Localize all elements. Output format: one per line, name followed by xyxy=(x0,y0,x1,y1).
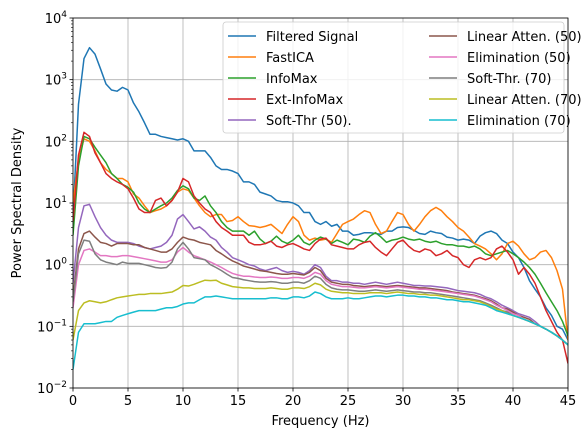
y-tick-exponent: 1 xyxy=(61,195,67,205)
y-tick-base: 10 xyxy=(45,74,62,89)
y-tick-base: 10 xyxy=(45,135,62,150)
legend-label: Elimination (70) xyxy=(467,114,571,129)
series-line-0 xyxy=(73,46,568,341)
y-tick-label: 103 xyxy=(45,72,67,89)
x-axis-ticks: 0 5 10 15 20 25 30 35 40 45 xyxy=(69,388,576,409)
y-tick-label: 101 xyxy=(45,195,67,212)
legend-label: Soft-Thr (50). xyxy=(266,114,352,129)
y-tick-label: 10−2 xyxy=(37,380,67,397)
x-tick-label: 45 xyxy=(560,394,577,409)
series-line-5 xyxy=(73,230,568,346)
y-tick-exponent: −1 xyxy=(54,318,67,328)
x-tick-label: 20 xyxy=(285,394,302,409)
x-tick-label: 5 xyxy=(124,394,132,409)
x-tick-label: 0 xyxy=(69,394,77,409)
x-tick-label: 25 xyxy=(340,394,357,409)
legend-label: Filtered Signal xyxy=(266,30,358,45)
y-tick-label: 10−1 xyxy=(37,318,67,335)
legend: Filtered Signal FastICA InfoMax Ext-InfoMax… xyxy=(222,21,582,134)
y-axis-label: Power Spectral Density xyxy=(10,127,25,278)
series-line-6 xyxy=(73,246,568,346)
y-tick-base: 10 xyxy=(37,320,54,335)
y-tick-base: 10 xyxy=(45,259,62,274)
x-tick-label: 10 xyxy=(175,394,192,409)
y-tick-base: 10 xyxy=(37,382,54,397)
series-line-9 xyxy=(73,291,568,370)
y-tick-exponent: 2 xyxy=(61,133,67,143)
y-tick-exponent: 4 xyxy=(61,10,67,20)
series-layer xyxy=(73,46,568,370)
y-tick-label: 104 xyxy=(45,10,68,27)
series-line-3 xyxy=(73,131,568,364)
series-line-7 xyxy=(73,239,568,346)
y-tick-exponent: −2 xyxy=(54,380,67,390)
x-tick-label: 30 xyxy=(395,394,412,409)
y-tick-base: 10 xyxy=(45,12,62,27)
series-line-4 xyxy=(73,203,568,346)
series-line-8 xyxy=(73,279,568,346)
legend-label: FastICA xyxy=(266,51,314,66)
x-tick-label: 35 xyxy=(450,394,467,409)
x-axis-label: Frequency (Hz) xyxy=(271,414,369,429)
y-tick-label: 102 xyxy=(45,133,67,150)
y-tick-exponent: 0 xyxy=(61,257,67,267)
x-tick-label: 15 xyxy=(230,394,247,409)
series-line-2 xyxy=(73,135,568,337)
x-tick-label: 40 xyxy=(505,394,522,409)
legend-label: InfoMax xyxy=(266,72,318,87)
legend-label: Elimination (50) xyxy=(467,51,571,66)
y-tick-label: 100 xyxy=(45,257,68,274)
legend-label: Soft-Thr. (70) xyxy=(467,72,551,87)
y-tick-base: 10 xyxy=(45,197,62,212)
legend-label: Linear Atten. (70) xyxy=(467,93,582,108)
legend-box xyxy=(222,21,565,134)
series-line-1 xyxy=(73,138,568,341)
legend-label: Ext-InfoMax xyxy=(266,93,343,108)
y-tick-exponent: 3 xyxy=(61,72,67,82)
legend-label: Linear Atten. (50) xyxy=(467,30,582,45)
